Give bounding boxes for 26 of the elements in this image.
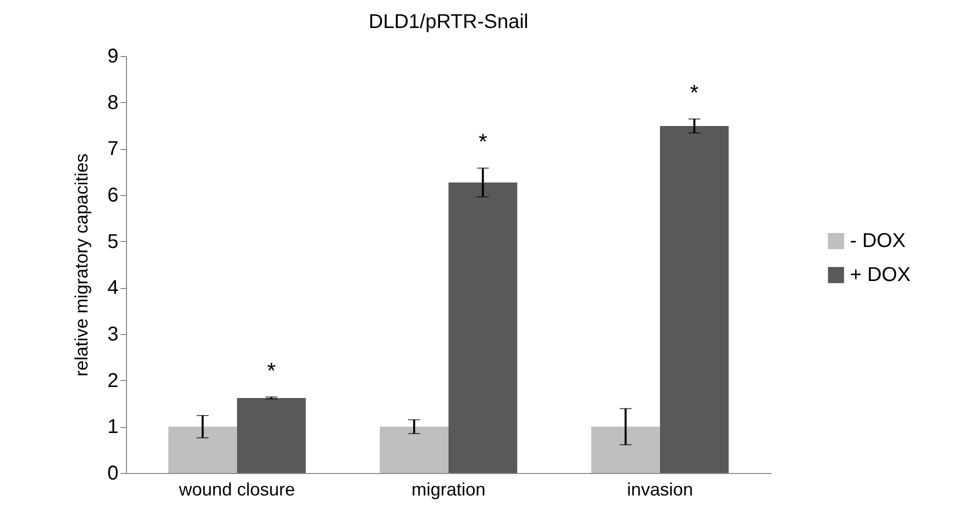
y-tick-label: 6: [107, 184, 118, 206]
bar: [448, 182, 518, 473]
y-tick-label: 1: [107, 416, 118, 438]
legend-label: - DOX: [850, 230, 906, 252]
y-axis-title: relative migratory capacities: [71, 153, 92, 377]
y-tick-label: 2: [107, 370, 118, 392]
bar: [660, 126, 729, 473]
bar: [591, 426, 660, 473]
annotation: *: [690, 80, 700, 106]
chart-title: DLD1/pRTR-Snail: [368, 11, 528, 33]
bar: [380, 426, 448, 473]
y-tick-label: 3: [107, 324, 118, 346]
annotation: *: [267, 358, 276, 384]
y-tick-label: 4: [107, 277, 118, 300]
y-tick-label: 7: [107, 138, 118, 160]
y-tick-label: 9: [107, 46, 118, 68]
bar: [168, 426, 238, 473]
y-tick-label: 8: [107, 92, 118, 114]
x-tick-label: invasion: [626, 480, 693, 500]
bar: [237, 398, 306, 473]
annotation: *: [478, 129, 488, 154]
x-tick-label: wound closure: [178, 480, 296, 500]
legend-label: + DOX: [850, 264, 911, 286]
y-tick-label: 0: [107, 462, 118, 484]
x-tick-label: migration: [411, 480, 486, 500]
y-tick-label: 5: [107, 230, 118, 253]
